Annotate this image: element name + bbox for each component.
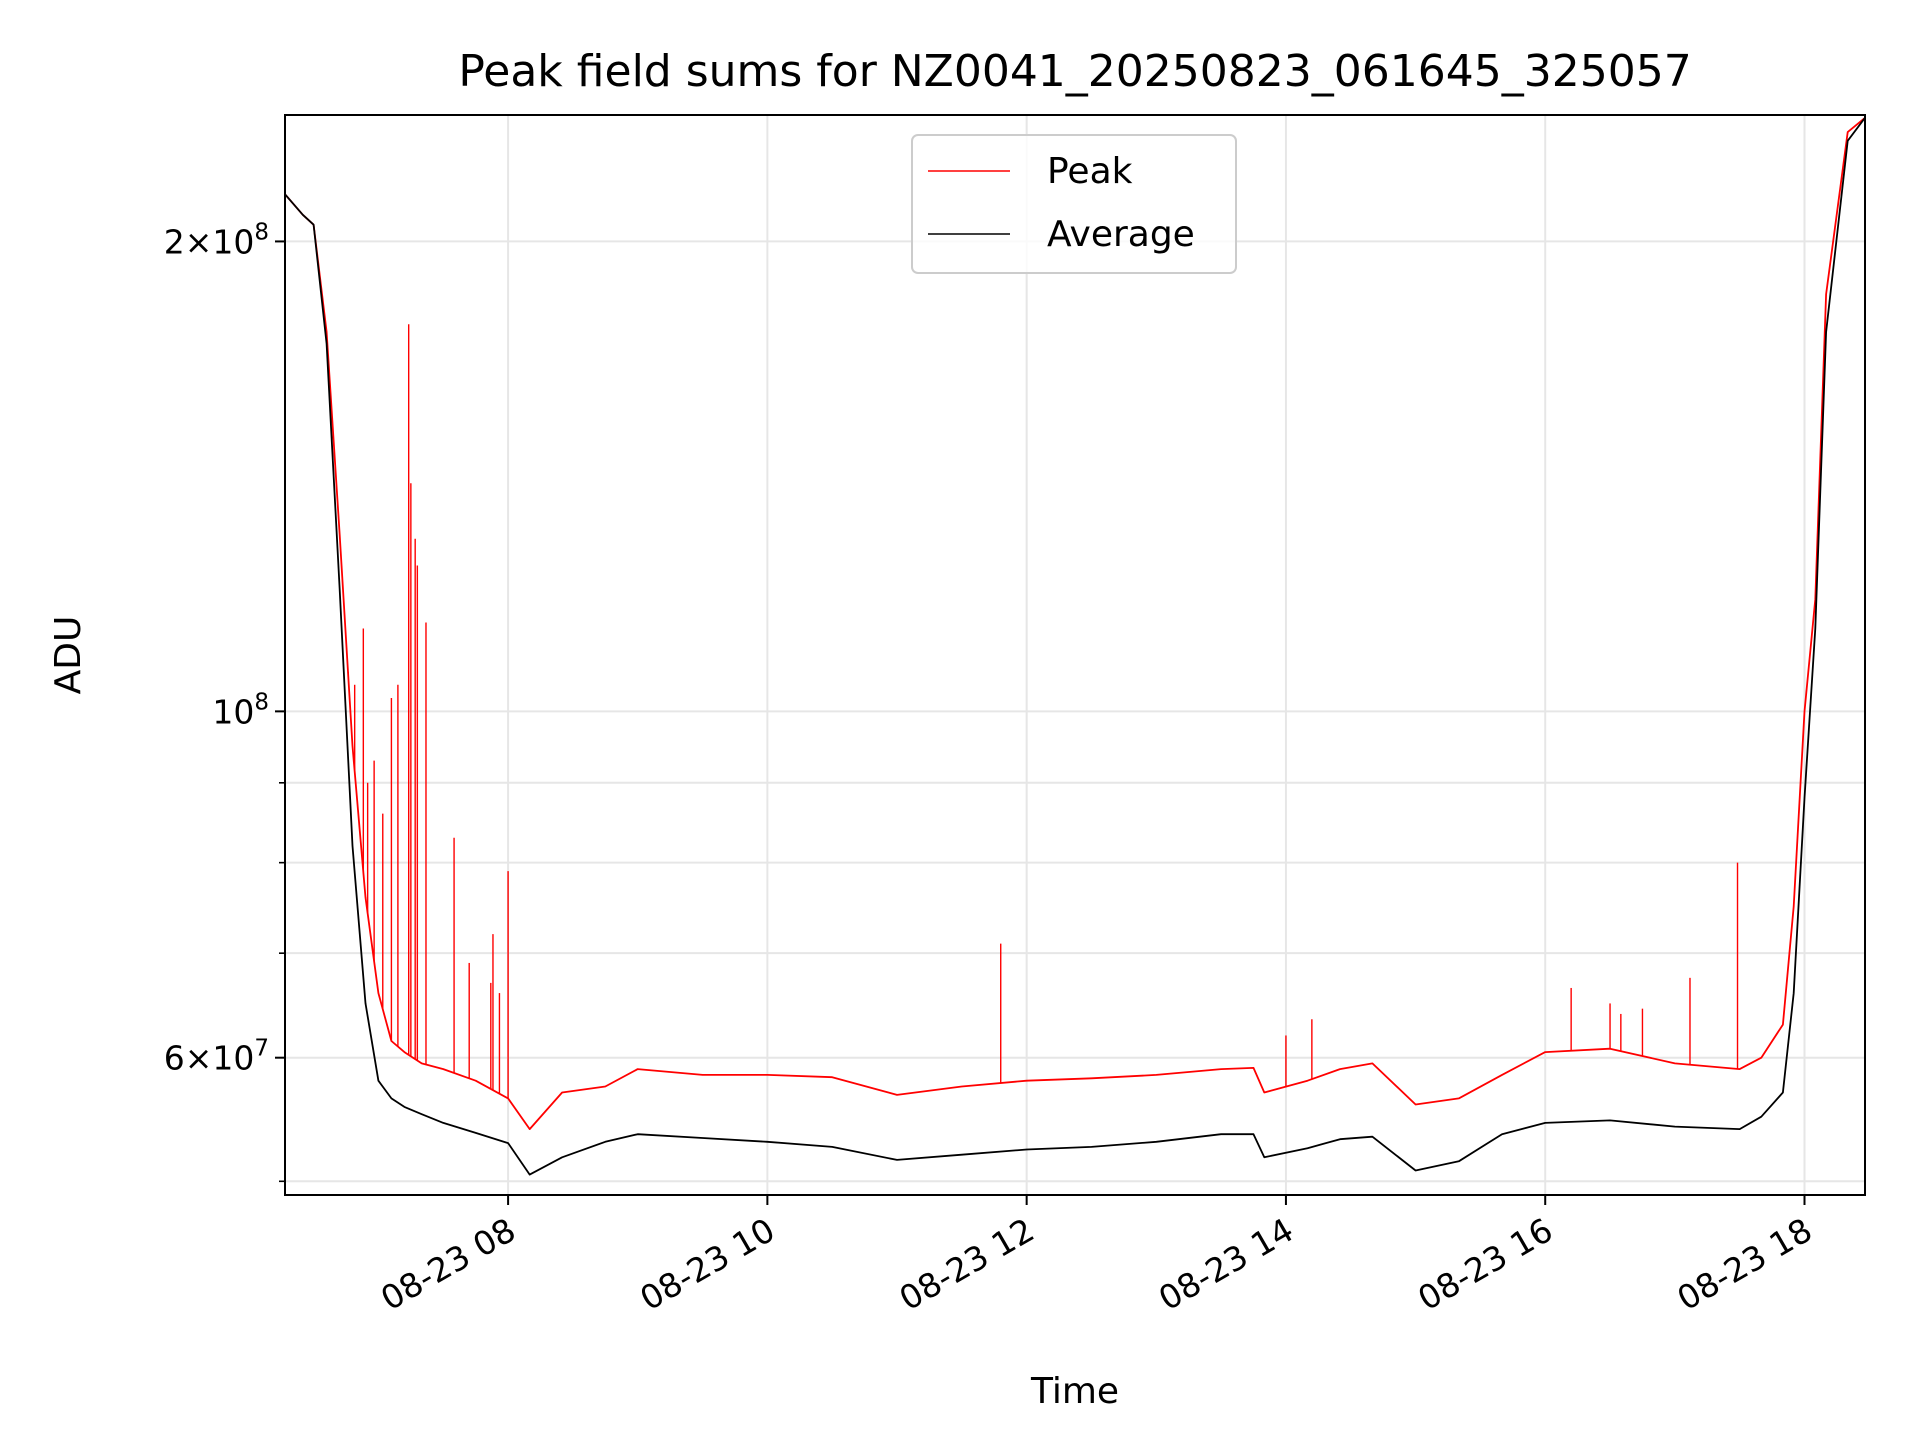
y-tick-label: 2×108 (164, 219, 269, 261)
x-axis-label: Time (1030, 1371, 1119, 1412)
legend-label-peak: Peak (1047, 151, 1133, 192)
grid (285, 115, 1865, 1195)
legend-box (911, 134, 1237, 274)
series-layer (285, 117, 1865, 1176)
plot-frame (284, 114, 1866, 1196)
y-axis-label: ADU (48, 616, 89, 695)
series-line-average (285, 117, 1865, 1176)
legend: Peak Average (911, 134, 1237, 274)
series-line-peak (285, 117, 1865, 1130)
chart-title: Peak field sums for NZ0041_20250823_0616… (458, 46, 1691, 97)
legend-label-average: Average (1047, 214, 1195, 255)
y-tick-label: 6×107 (164, 1036, 269, 1078)
